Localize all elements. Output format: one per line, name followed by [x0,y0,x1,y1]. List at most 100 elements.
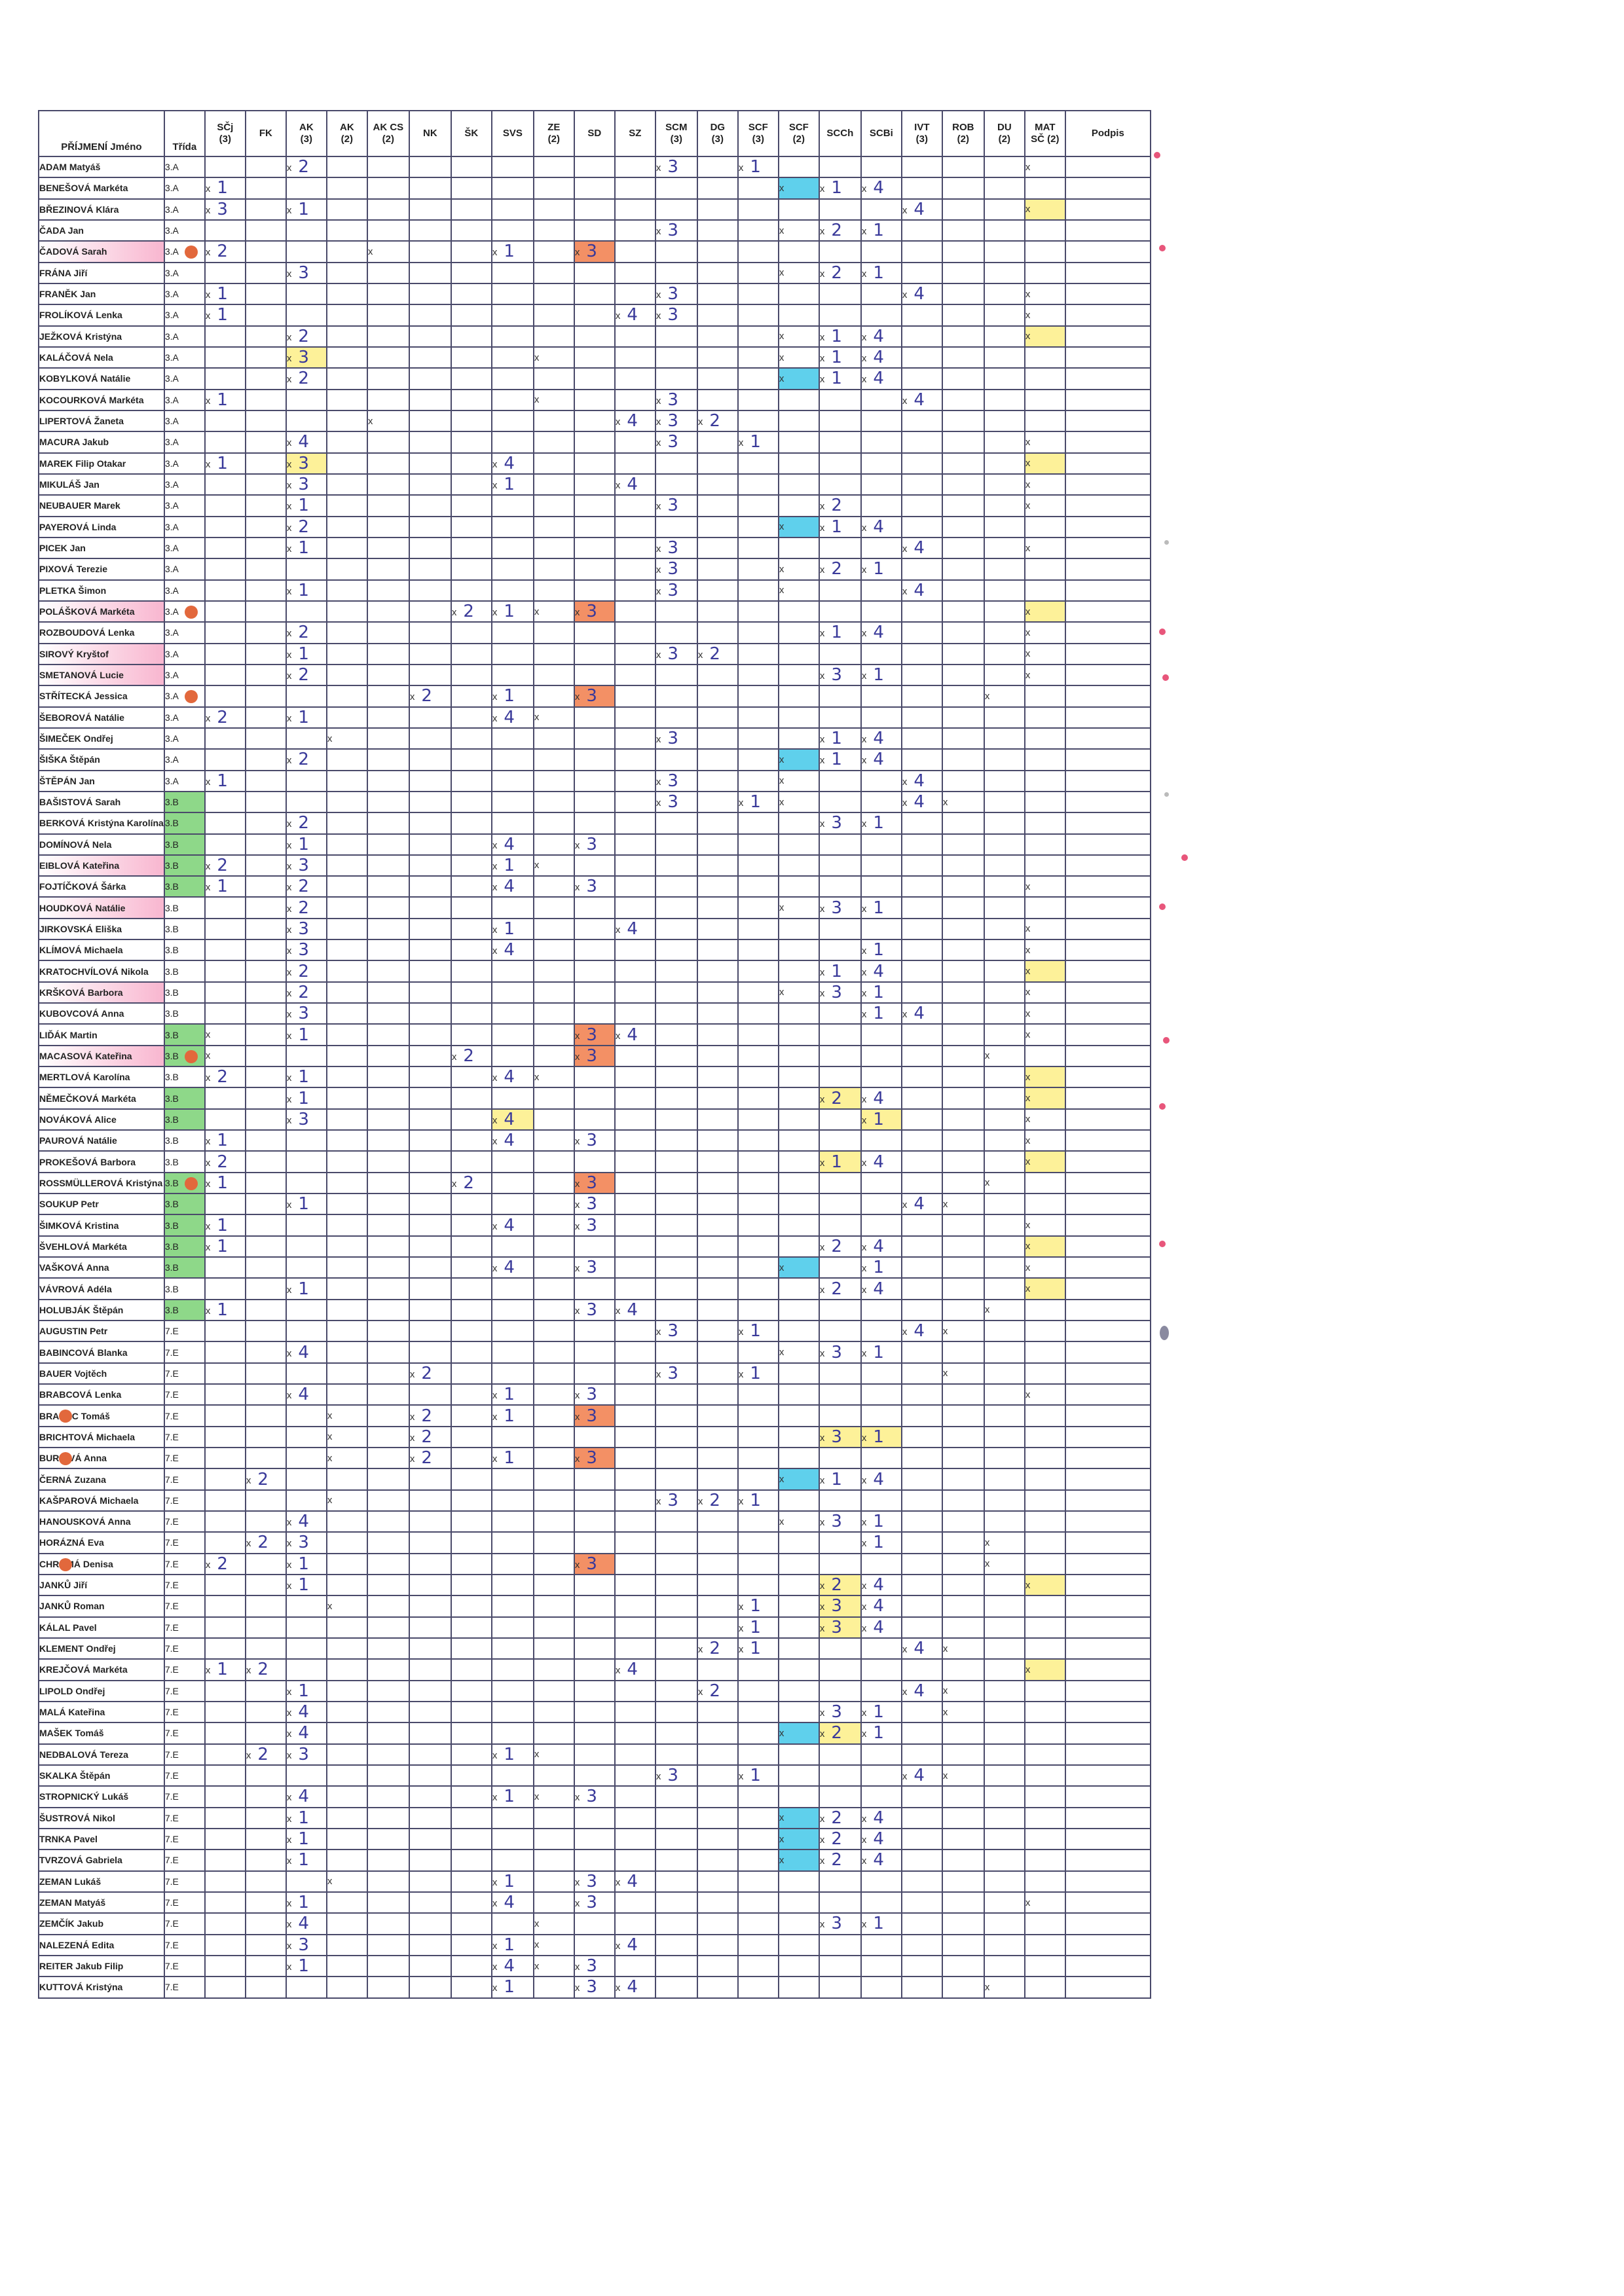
table-row: PAUROVÁ Natálie 3.B x 1 x 4 x 3 x [38,1129,1151,1152]
mark-cell-mat: x [1024,875,1066,898]
mark-cell-sk [450,558,492,581]
mark-cell-du [983,727,1025,750]
mark-cell-ak2 [325,536,368,560]
student-class: 7.E [163,1320,206,1343]
student-class: 3.B [163,1298,206,1322]
signature-cell [1064,240,1151,263]
table-row: MALÁ Kateřina 7.E x 4 x 3 x 1 x [38,1700,1151,1724]
mark-cell-du [983,600,1025,623]
mark-cell-svs [490,1616,534,1639]
mark-cell-svs [490,1722,534,1745]
mark-cell-svs [490,1298,534,1322]
mark-cell-scm [654,198,698,221]
mark-cell-scj [204,1425,246,1449]
mark-cell-fk [244,282,287,306]
mark-cell-scf3 [737,727,779,750]
mark-cell-nk [408,1637,452,1660]
mark-cell-scch [818,1552,862,1575]
mark-cell-scm [654,1552,698,1575]
mark-cell-sk [450,198,492,221]
table-row: ČADOVÁ Sarah 3.A x 2 x x 1 x 3 [38,240,1151,263]
mark-cell-nk [408,1849,452,1872]
mark-cell-scm [654,1087,698,1110]
student-name: STROPNICKÝ Lukáš [38,1785,165,1808]
mark-cell-scj [204,1341,246,1364]
mark-cell-sz [614,1150,656,1173]
mark-cell-du [983,748,1025,771]
mark-cell-mat: x [1024,536,1066,560]
student-name: ŠVEHLOVÁ Markéta [38,1235,165,1258]
mark-cell-ivt [900,1383,943,1406]
mark-cell-sk [450,1425,492,1449]
mark-cell-ak2 [325,1658,368,1681]
mark-cell-mat [1024,1552,1066,1575]
mark-cell-nk [408,1129,452,1152]
mark-cell-scf3 [737,1806,779,1829]
mark-cell-akcs [366,642,410,665]
mark-cell-akcs [366,1573,410,1597]
mark-cell-fk [244,1722,287,1745]
mark-cell-ze [532,1044,575,1068]
mark-cell-scm [654,1806,698,1829]
mark-cell-scch [818,1108,862,1131]
mark-cell-ze [532,1425,575,1449]
mark-cell-scj [204,642,246,665]
mark-cell-scf3 [737,473,779,496]
mark-cell-ak2 [325,579,368,602]
mark-cell-du [983,177,1025,200]
table-row: PROKEŠOVÁ Barbora 3.B x 2 x 1 x 4 x [38,1150,1151,1173]
student-class: 7.E [163,1510,206,1533]
mark-cell-fk [244,155,287,179]
mark-cell-rob [941,515,985,538]
mark-cell-scf2 [777,1785,820,1808]
mark-cell-scbi [860,1320,902,1343]
mark-cell-ak3 [285,1171,327,1195]
mark-cell-scbi [860,494,902,517]
mark-cell-mat [1024,1320,1066,1343]
mark-cell-scj [204,1785,246,1808]
mark-cell-ivt [900,1616,943,1639]
mark-cell-rob [941,1256,985,1279]
mark-cell-ivt [900,304,943,327]
mark-cell-nk [408,1510,452,1533]
student-name: ZEMAN Matyáš [38,1891,165,1914]
mark-cell-ak2 [325,960,368,983]
mark-cell-scch [818,388,862,411]
mark-cell-dg [696,1066,739,1089]
mark-cell-scbi [860,1171,902,1195]
mark-cell-ivt [900,1171,943,1195]
mark-cell-du [983,1700,1025,1724]
mark-cell-sk [450,1954,492,1978]
mark-cell-dg [696,1954,739,1978]
mark-cell-du [983,1827,1025,1851]
mark-cell-du [983,1849,1025,1872]
mark-cell-mat [1024,790,1066,814]
mark-cell-fk [244,1700,287,1724]
student-name: SIROVÝ Kryštof [38,642,165,665]
mark-cell-scch [818,917,862,941]
mark-cell-sd [573,431,616,454]
margin-mark [1164,540,1169,545]
mark-cell-scf3 [737,282,779,306]
mark-cell-fk [244,1616,287,1639]
mark-cell-fk [244,1362,287,1385]
mark-cell-dg [696,494,739,517]
student-name: ŠEBOROVÁ Natálie [38,706,165,729]
table-row: ZEMČÍK Jakub 7.E x 4 x x 3 x 1 [38,1912,1151,1935]
table-row: NALEZENÁ Edita 7.E x 3 x 1 x x 4 [38,1933,1151,1956]
mark-cell-scf3 [737,1700,779,1724]
mark-cell-ze [532,642,575,665]
mark-cell-scf3 [737,1954,779,1978]
